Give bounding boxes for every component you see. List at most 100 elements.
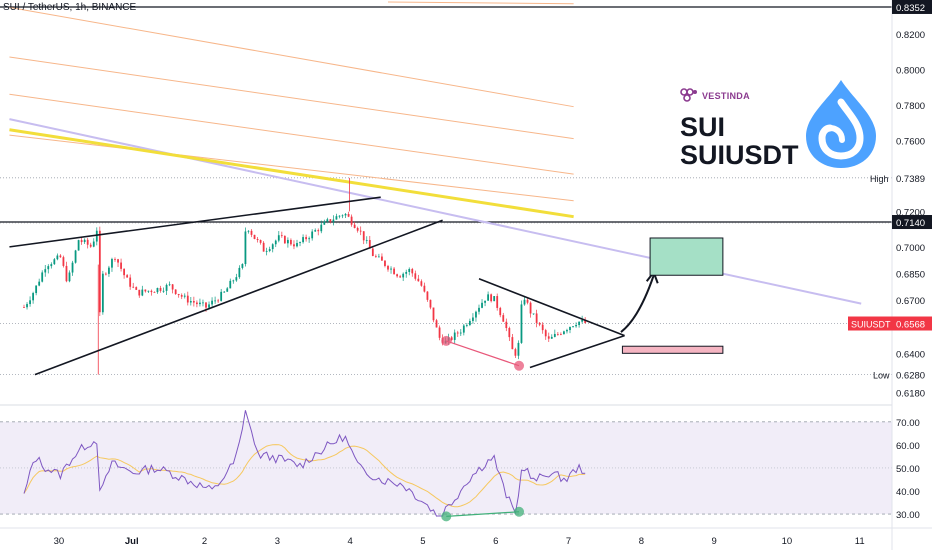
stop-box xyxy=(621,345,724,354)
candle-body xyxy=(493,296,496,302)
gridlines xyxy=(0,6,892,406)
symbol-tag-box xyxy=(848,316,892,331)
time-axis-label: 6 xyxy=(493,536,498,547)
candle-body xyxy=(362,231,365,241)
candle-body xyxy=(144,289,147,292)
candle-body xyxy=(332,219,335,222)
candle-body xyxy=(308,238,311,240)
candle-body xyxy=(417,278,420,282)
brand-title: SUI SUIUSDT xyxy=(680,113,799,169)
candle-body xyxy=(323,221,326,225)
time-axis-label: 4 xyxy=(347,536,352,547)
candle-body xyxy=(132,286,135,288)
candle-body xyxy=(138,289,141,296)
candle-body xyxy=(211,300,213,305)
candle-body xyxy=(111,258,113,268)
candle-body xyxy=(475,311,477,318)
candle-body xyxy=(186,295,189,303)
candle-body xyxy=(183,295,186,297)
rsi-axis-label: 60.00 xyxy=(896,441,920,452)
candle-body xyxy=(414,273,417,279)
price-tag-label: 0.8352 xyxy=(896,3,925,14)
candle-body xyxy=(80,240,83,243)
candle-body xyxy=(499,307,502,316)
candle-body xyxy=(229,280,232,289)
price-axis-label: 0.7200 xyxy=(896,207,925,218)
time-axis[interactable]: 30 Jul 2 3 4 5 6 7 8 9 10 11 xyxy=(0,527,932,547)
time-axis-label: 11 xyxy=(855,536,865,547)
price-axis-label: 0.6400 xyxy=(896,349,925,360)
price-axis-label: 0.6280 xyxy=(896,371,925,382)
fan-line xyxy=(387,1,574,5)
candle-body xyxy=(320,224,323,232)
candle-body xyxy=(199,302,201,305)
sui-logo-icon xyxy=(806,80,876,168)
candle-body xyxy=(71,262,74,273)
candle-body xyxy=(374,255,377,257)
time-axis-label: 5 xyxy=(420,536,425,547)
candle-body xyxy=(487,294,489,301)
candle-body xyxy=(250,230,253,235)
price-tag-label: 0.7140 xyxy=(896,218,925,229)
candle-body xyxy=(262,242,265,252)
candle-body xyxy=(532,313,535,315)
candle-body xyxy=(153,292,156,293)
candle-body xyxy=(402,273,405,278)
rsi-axis[interactable]: 70.00 60.00 50.00 40.00 30.00 xyxy=(896,418,920,521)
candle-body xyxy=(171,284,174,290)
candle-body xyxy=(341,215,344,217)
candle-body xyxy=(378,256,380,258)
time-axis-label: 10 xyxy=(782,536,793,547)
candle-body xyxy=(396,274,398,277)
candle-body xyxy=(569,326,571,331)
candle-body xyxy=(305,237,307,240)
candle-body xyxy=(177,294,180,296)
candle-body xyxy=(508,328,511,338)
candle-body xyxy=(338,215,341,217)
candle-body xyxy=(253,234,256,239)
candle-body xyxy=(420,281,423,286)
candle-body xyxy=(38,281,41,286)
candle-body xyxy=(174,289,177,295)
candle-body xyxy=(399,276,402,278)
candle-body xyxy=(426,291,429,300)
price-axis-label: 0.7600 xyxy=(896,136,925,147)
candle-body xyxy=(59,255,62,258)
candle-body xyxy=(529,302,532,314)
candle-body xyxy=(581,319,584,322)
fan-line xyxy=(9,6,574,108)
price-axis[interactable]: 0.8352 0.8200 0.8000 0.7800 0.7600 0.7389 0.72… xyxy=(848,0,932,550)
symbol-title[interactable]: SUI / TetherUS, 1h, BINANCE xyxy=(3,2,137,13)
candle-body xyxy=(92,241,95,247)
candle-body xyxy=(47,266,50,270)
candle-body xyxy=(65,265,68,282)
candle-body xyxy=(271,244,274,250)
rsi-divergence-point xyxy=(441,511,452,522)
candle-body xyxy=(299,242,301,244)
price-axis-label: 0.6180 xyxy=(896,388,925,399)
candle-body xyxy=(526,299,529,303)
candle-body xyxy=(469,320,471,326)
candle-body xyxy=(208,304,210,308)
time-axis-label: 2 xyxy=(202,536,207,547)
brand-ticker: SUI xyxy=(680,112,726,142)
candle-body xyxy=(560,334,562,335)
time-axis-label: Jul xyxy=(125,536,139,547)
rsi-band xyxy=(0,421,892,515)
candle-body xyxy=(35,285,38,294)
candle-body xyxy=(226,288,229,292)
candle-body xyxy=(74,250,77,263)
rsi-axis-label: 70.00 xyxy=(896,418,920,429)
candle-body xyxy=(347,213,350,217)
candle-body xyxy=(514,349,517,356)
candle-body xyxy=(77,240,80,251)
candle-body xyxy=(502,315,505,322)
candle-body xyxy=(244,231,247,265)
candle-body xyxy=(53,259,56,265)
vestinda-mark-icon xyxy=(680,88,697,102)
candle-body xyxy=(214,300,216,302)
candle-body xyxy=(50,264,53,267)
price-divergence-point xyxy=(514,360,525,371)
